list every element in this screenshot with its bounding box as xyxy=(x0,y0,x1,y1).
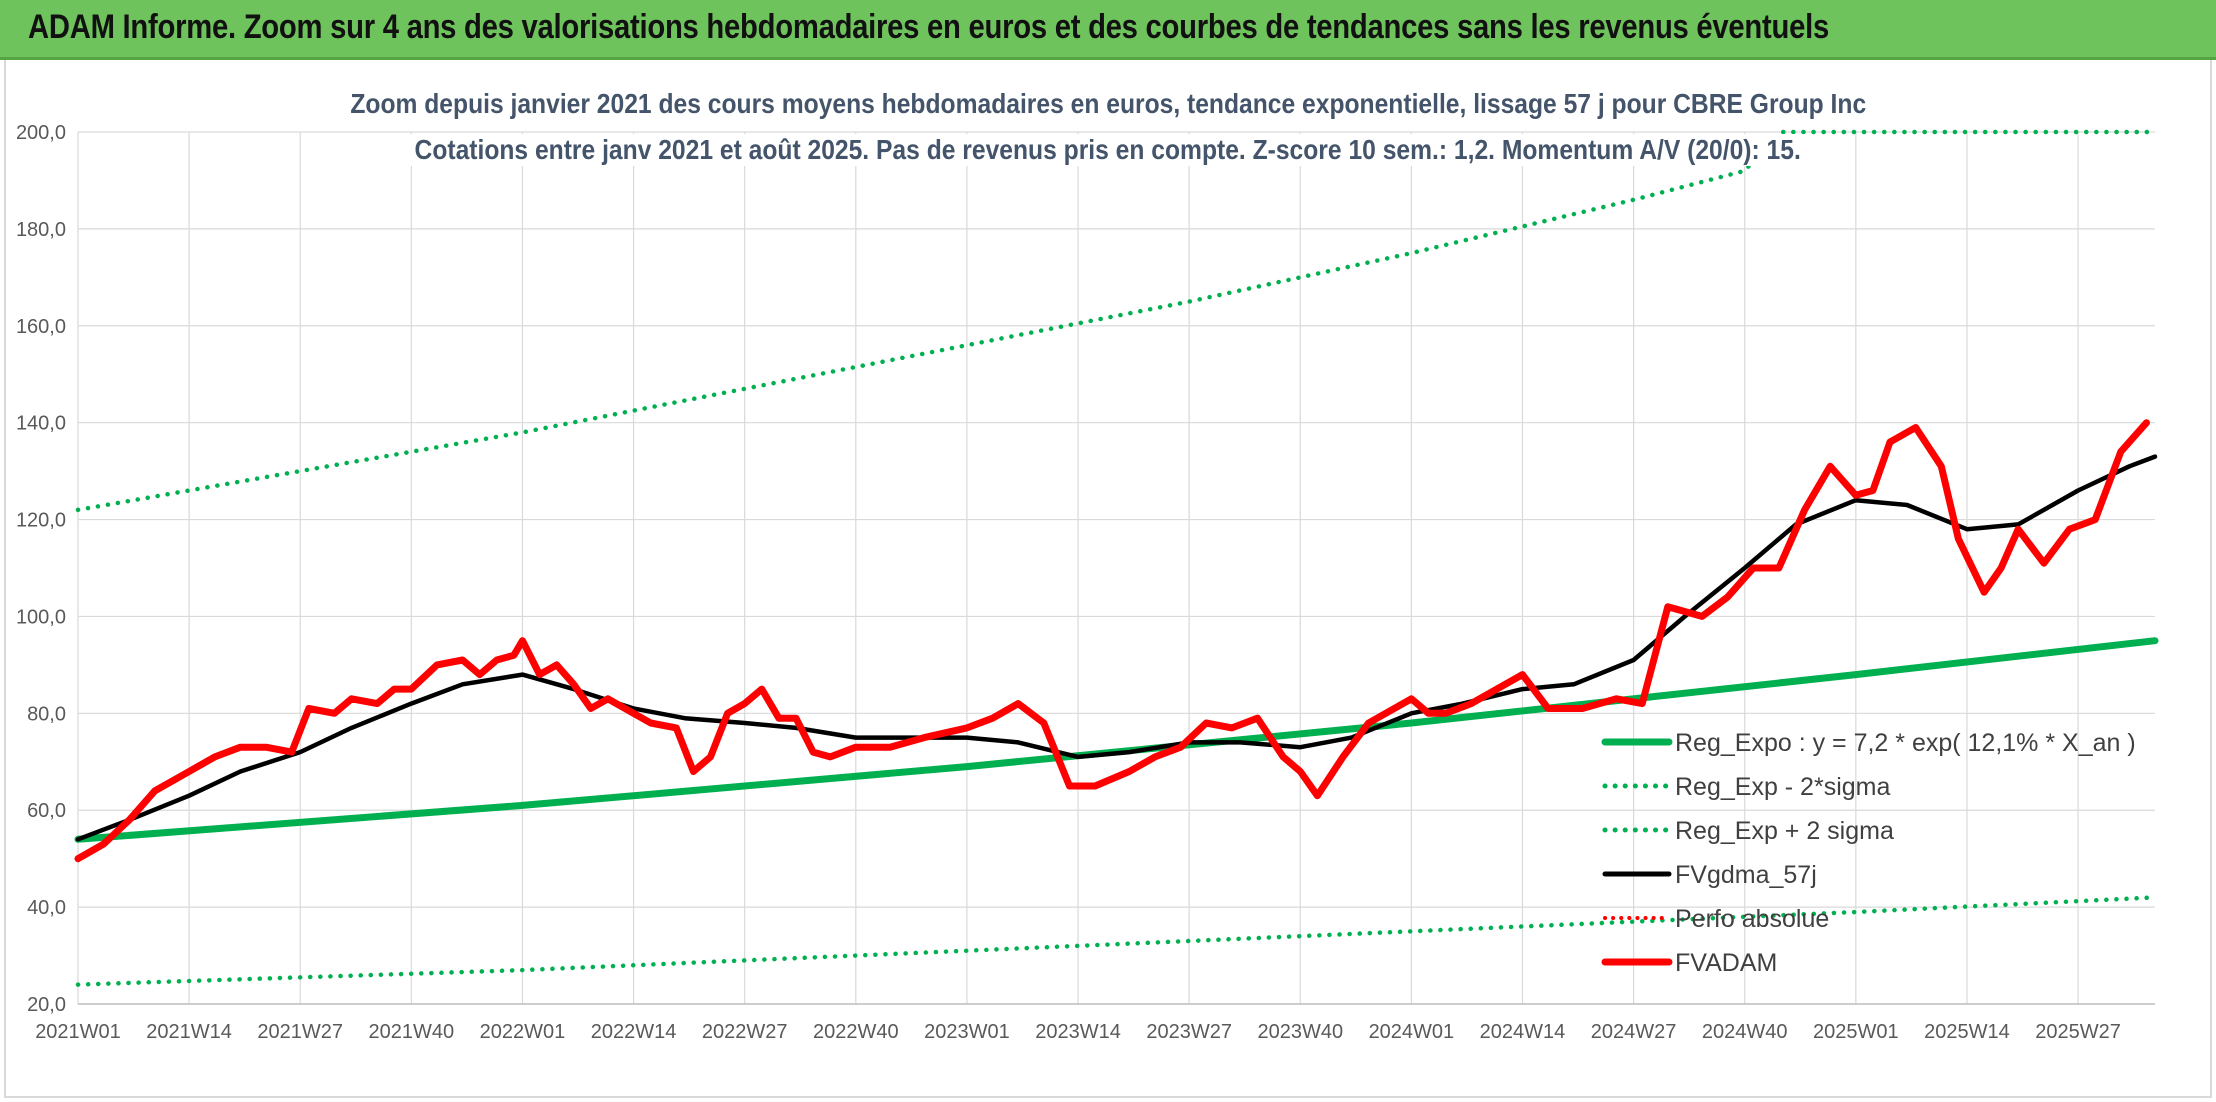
legend-label-4: Perfo absolue xyxy=(1675,905,1829,933)
x-tick-label: 2024W27 xyxy=(1591,1021,1677,1043)
chart-subtitle-line-1-text: Zoom depuis janvier 2021 des cours moyen… xyxy=(344,88,1872,120)
x-tick-label: 2023W27 xyxy=(1146,1021,1232,1043)
legend-label-0: Reg_Expo : y = 7,2 * exp( 12,1% * X_an ) xyxy=(1675,729,2136,757)
y-tick-label: 100,0 xyxy=(16,606,66,628)
x-tick-label: 2024W40 xyxy=(1702,1021,1788,1043)
y-tick-label: 120,0 xyxy=(16,510,66,532)
x-tick-label: 2022W27 xyxy=(702,1021,788,1043)
x-tick-label: 2021W27 xyxy=(257,1021,343,1043)
x-tick-label: 2024W14 xyxy=(1480,1021,1566,1043)
x-tick-label: 2025W27 xyxy=(2035,1021,2121,1043)
chart-frame xyxy=(4,60,2212,1098)
y-tick-label: 180,0 xyxy=(16,219,66,241)
series-line-2 xyxy=(75,129,2158,513)
x-tick-label: 2024W01 xyxy=(1369,1021,1455,1043)
x-tick-label: 2021W14 xyxy=(146,1021,232,1043)
x-tick-label: 2022W14 xyxy=(591,1021,677,1043)
top-banner: ADAM Informe. Zoom sur 4 ans des valoris… xyxy=(0,0,2216,60)
legend-label-3: FVgdma_57j xyxy=(1675,861,1817,889)
x-tick-label: 2021W01 xyxy=(35,1021,121,1043)
x-tick-label: 2023W40 xyxy=(1257,1021,1343,1043)
series-line-0 xyxy=(74,637,2159,843)
report-title: ADAM Informe. Zoom sur 4 ans des valoris… xyxy=(28,8,1830,46)
chart-subtitle-line-2: Cotations entre janv 2021 et août 2025. … xyxy=(0,134,2216,166)
y-tick-label: 160,0 xyxy=(16,316,66,338)
y-tick-label: 200,0 xyxy=(16,122,66,144)
x-tick-label: 2025W01 xyxy=(1813,1021,1899,1043)
y-tick-label: 20,0 xyxy=(27,994,66,1016)
legend-label-2: Reg_Exp + 2 sigma xyxy=(1675,817,1894,845)
series-line-1 xyxy=(75,895,2158,987)
x-tick-label: 2025W14 xyxy=(1924,1021,2010,1043)
series-line-4 xyxy=(74,419,2150,863)
x-tick-label: 2023W14 xyxy=(1035,1021,1121,1043)
y-tick-label: 80,0 xyxy=(27,703,66,725)
series-line-3 xyxy=(75,454,2158,842)
legend-label-1: Reg_Exp - 2*sigma xyxy=(1675,773,1890,801)
x-tick-label: 2022W40 xyxy=(813,1021,899,1043)
chart-subtitle-line-2-text: Cotations entre janv 2021 et août 2025. … xyxy=(409,134,1807,166)
y-tick-label: 140,0 xyxy=(16,413,66,435)
legend-label-5: FVADAM xyxy=(1675,949,1777,977)
x-tick-label: 2023W01 xyxy=(924,1021,1010,1043)
y-tick-label: 40,0 xyxy=(27,897,66,919)
y-tick-label: 60,0 xyxy=(27,800,66,822)
chart-subtitle-line-1: Zoom depuis janvier 2021 des cours moyen… xyxy=(0,88,2216,120)
x-tick-label: 2021W40 xyxy=(369,1021,455,1043)
x-tick-label: 2022W01 xyxy=(480,1021,566,1043)
